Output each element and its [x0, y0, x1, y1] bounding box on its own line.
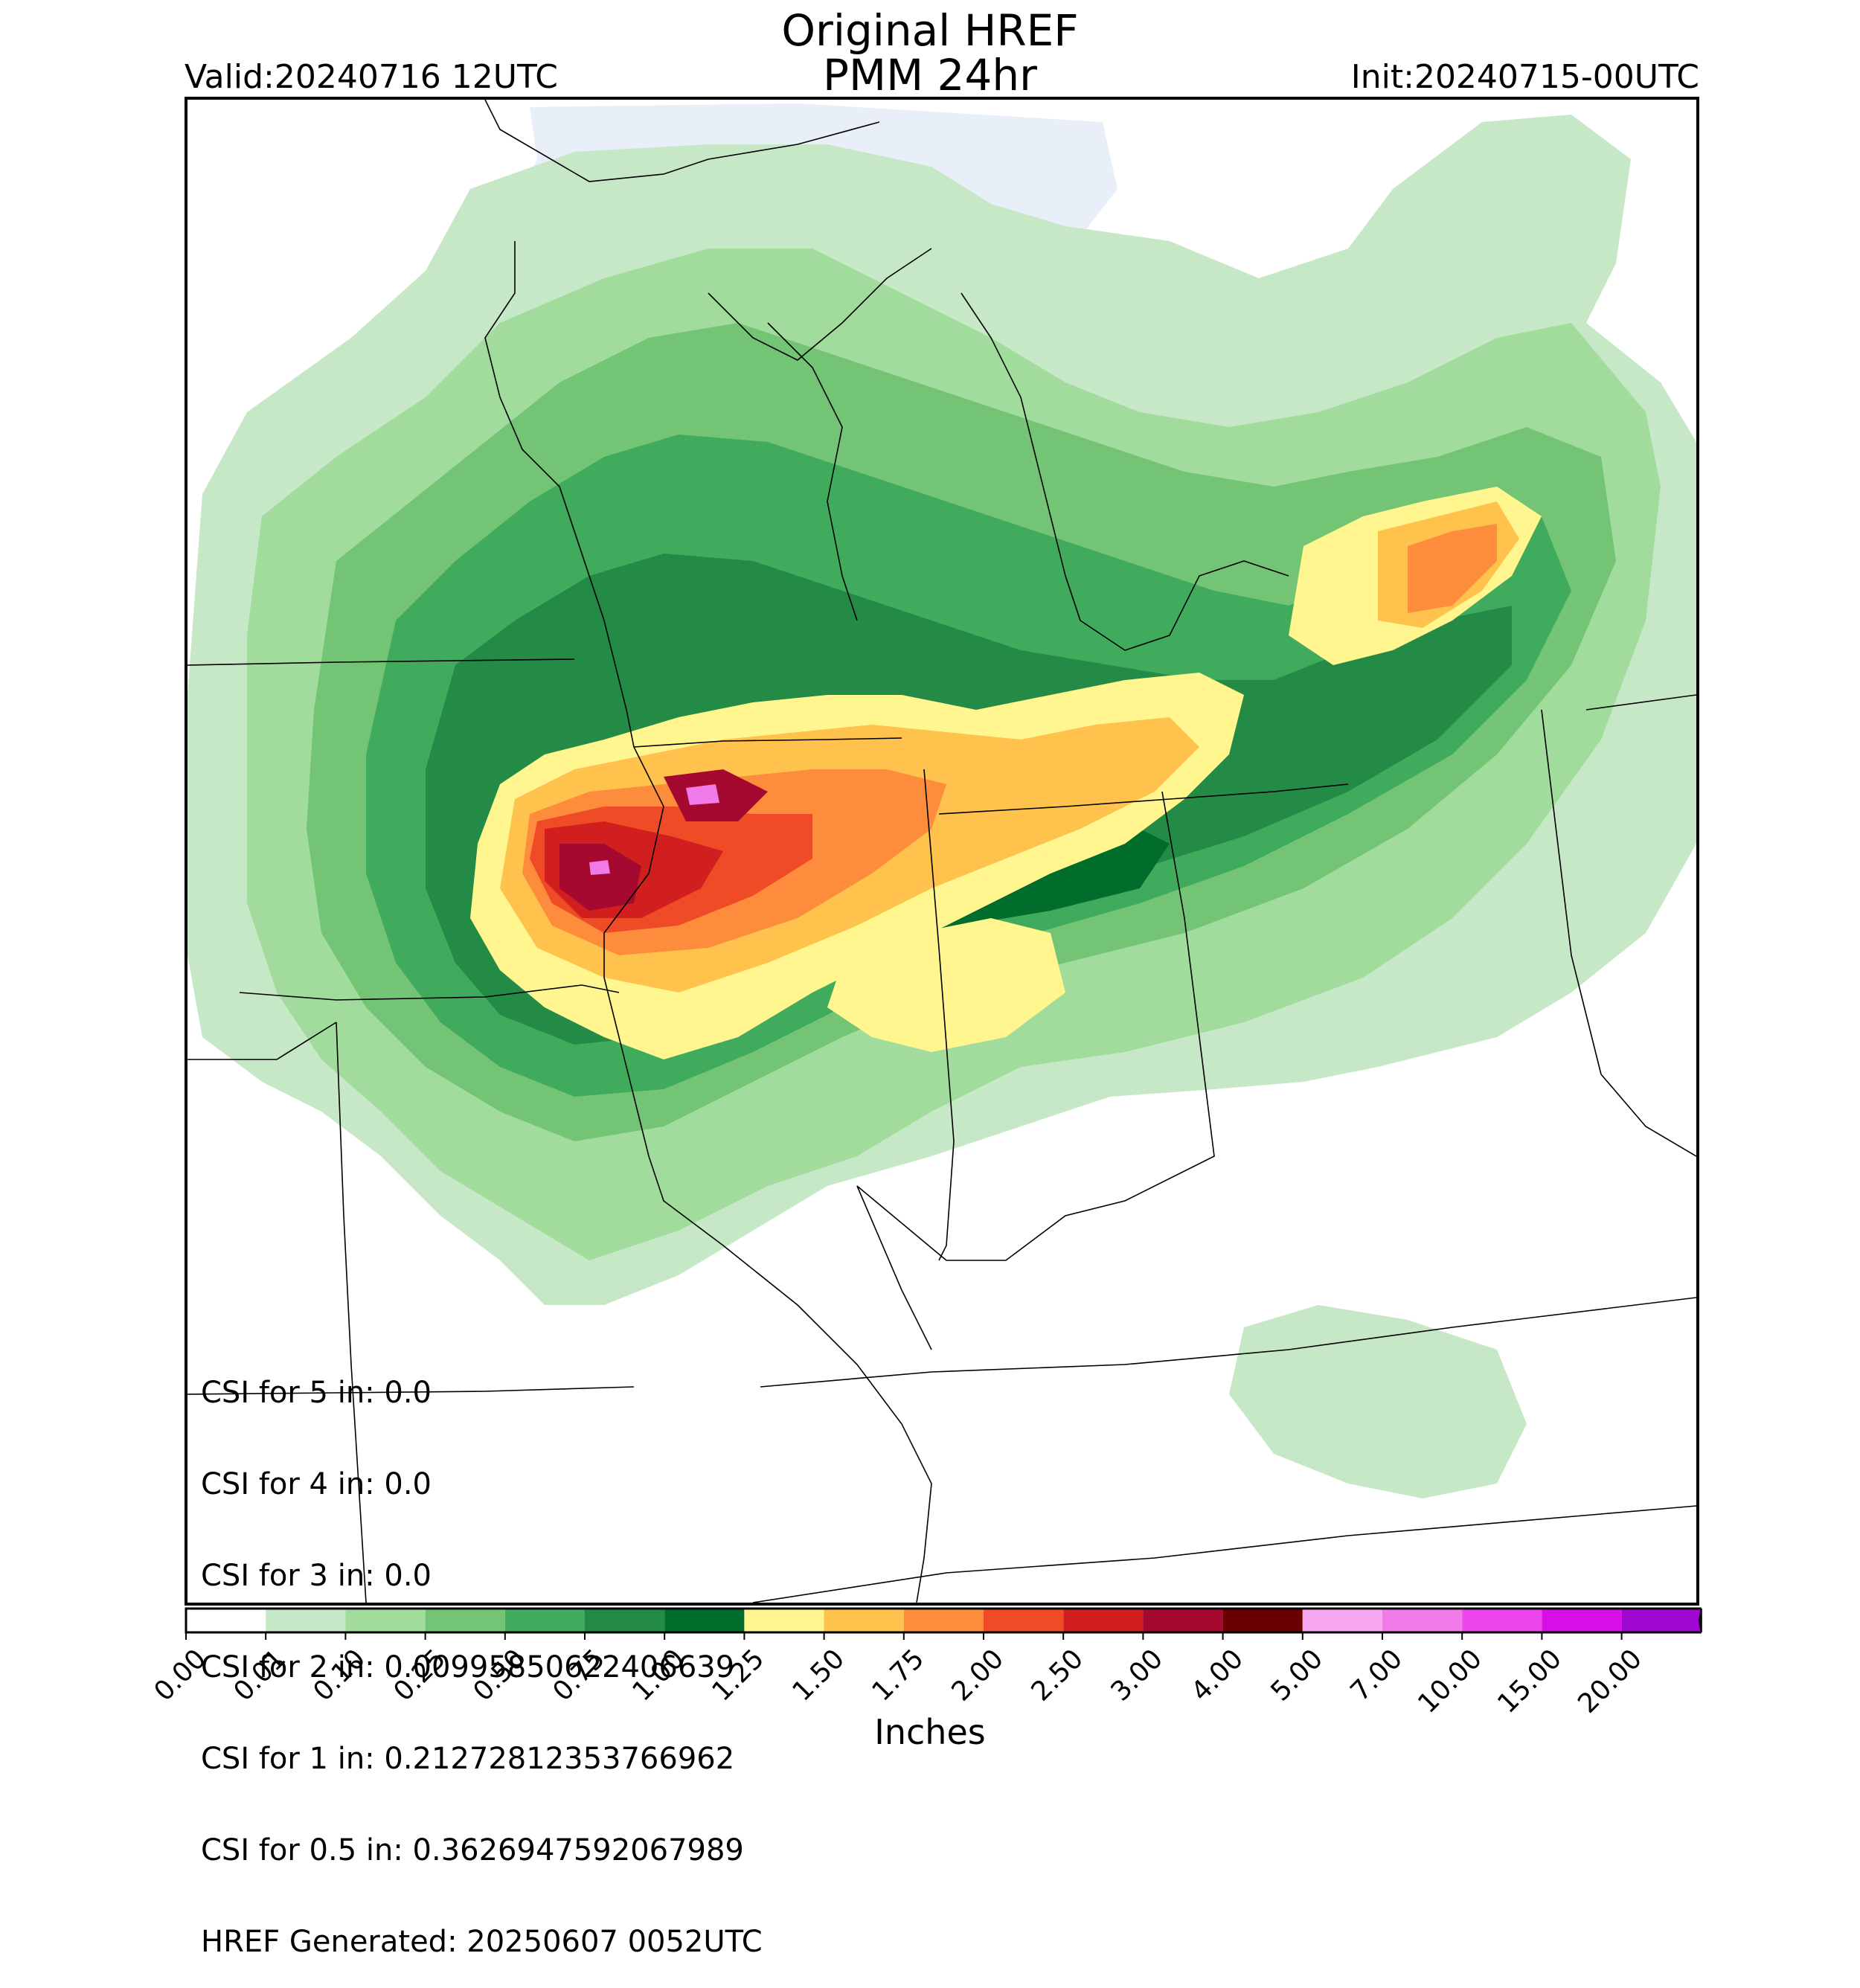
init-time-label: Init:20240715-00UTC — [1350, 58, 1699, 96]
colorbar-segment — [1302, 1609, 1382, 1632]
csi-3in: CSI for 3 in: 0.0 — [201, 1559, 432, 1593]
colorbar-tick-label: 1.25 — [706, 1644, 771, 1708]
precip-map — [185, 97, 1699, 1606]
csi-4in: CSI for 4 in: 0.0 — [201, 1467, 432, 1501]
colorbar-segment — [425, 1609, 505, 1632]
precip-yellow-south — [827, 918, 1065, 1052]
colorbar-tick-label: 5.00 — [1265, 1644, 1329, 1708]
precip-pink-2 — [589, 860, 610, 875]
border-ne-sd — [187, 1022, 337, 1060]
colorbar-tick-label: 15.00 — [1492, 1644, 1568, 1719]
colorbar — [185, 1607, 1702, 1640]
colorbar-segment — [1462, 1609, 1542, 1632]
colorbar-segment — [664, 1609, 745, 1632]
colorbar-units-label: Inches — [874, 1712, 986, 1752]
colorbar-segment — [1222, 1609, 1303, 1632]
colorbar-segment — [744, 1609, 824, 1632]
colorbar-segment — [186, 1609, 266, 1632]
colorbar-tick-label: 20.00 — [1571, 1644, 1648, 1719]
colorbar-tick-label: 1.75 — [866, 1644, 930, 1708]
precip-light-se — [1229, 1305, 1527, 1498]
title-line-1: Original HREF — [781, 5, 1079, 56]
border-upper-mi — [708, 248, 932, 361]
colorbar-segment — [266, 1609, 346, 1632]
csi-5in: CSI for 5 in: 0.0 — [201, 1376, 432, 1410]
colorbar-tick-label: 7.00 — [1344, 1644, 1409, 1708]
colorbar-segment — [824, 1609, 904, 1632]
colorbar-tick-label: 0.75 — [547, 1644, 612, 1708]
colorbar-tick-label: 4.00 — [1185, 1644, 1249, 1708]
precip-map-canvas — [187, 100, 1696, 1603]
border-us-canada — [484, 100, 880, 182]
border-in-oh — [1161, 791, 1208, 1097]
colorbar-segment — [903, 1609, 984, 1632]
csi-1in: CSI for 1 in: 0.21272812353766962 — [201, 1742, 735, 1776]
colorbar-segment — [1621, 1609, 1702, 1632]
colorbar-tick-label: 3.00 — [1105, 1644, 1170, 1708]
colorbar-segment — [1063, 1609, 1144, 1632]
border-mn-ia — [187, 658, 575, 666]
border-mi-lower — [961, 292, 1289, 651]
border-mississippi — [574, 530, 932, 1603]
colorbar-segment — [585, 1609, 665, 1632]
precip-pink — [686, 784, 719, 805]
colorbar-outline — [185, 1607, 1702, 1634]
colorbar-segment — [1542, 1609, 1622, 1632]
border-ohio-river — [856, 1096, 1215, 1350]
colorbar-tick-label: 1.50 — [786, 1644, 850, 1708]
border-ia-mo — [239, 984, 620, 1001]
precip-maroon — [559, 844, 641, 911]
border-wv-va — [1600, 1074, 1696, 1157]
border-mi-in-oh — [938, 783, 1349, 815]
colorbar-segment — [345, 1609, 426, 1632]
colorbar-tick-label: 1.00 — [626, 1644, 691, 1708]
colorbar-tick-label: 0.01 — [228, 1644, 292, 1708]
border-ks-mo — [336, 1022, 367, 1603]
href-generated: HREF Generated: 20250607 0052UTC — [201, 1925, 763, 1959]
border-tn-south — [752, 1505, 1696, 1603]
colorbar-canvas — [185, 1607, 1702, 1640]
csi-2in: CSI for 2 in: 0.00995850622406639 — [201, 1650, 735, 1684]
colorbar-segment — [984, 1609, 1064, 1632]
colorbar-extend-arrow — [1698, 1608, 1702, 1633]
border-mo-ar — [187, 1386, 635, 1395]
colorbar-tick-label: 10.00 — [1412, 1644, 1489, 1719]
border-pa-oh — [1541, 709, 1602, 1075]
colorbar-tick-label: 0.00 — [148, 1644, 213, 1708]
border-wi-il — [633, 737, 902, 748]
colorbar-tick-label: 0.25 — [388, 1644, 452, 1708]
precip-orange-east — [1408, 524, 1497, 613]
border-ky-tn — [760, 1297, 1696, 1388]
colorbar-segment — [1143, 1609, 1223, 1632]
colorbar-tick-label: 0.10 — [307, 1644, 372, 1708]
precip-field — [187, 115, 1696, 1498]
colorbar-tick-label: 2.50 — [1025, 1644, 1090, 1708]
colorbar-tick-label: 2.00 — [946, 1644, 1010, 1708]
title-line-2: PMM 24hr — [823, 50, 1037, 100]
border-il-in — [923, 769, 955, 1261]
border-mi-peninsula — [767, 322, 858, 621]
border-mn-wi — [484, 241, 575, 532]
colorbar-segment — [1382, 1609, 1463, 1632]
border-ny-pa — [1585, 694, 1696, 711]
boundaries — [187, 100, 1696, 1603]
csi-05in: CSI for 0.5 in: 0.3626947592067989 — [201, 1833, 744, 1867]
colorbar-tick-label: 0.50 — [467, 1644, 531, 1708]
valid-time-label: Valid:20240716 12UTC — [185, 58, 559, 96]
colorbar-segment — [504, 1609, 585, 1632]
